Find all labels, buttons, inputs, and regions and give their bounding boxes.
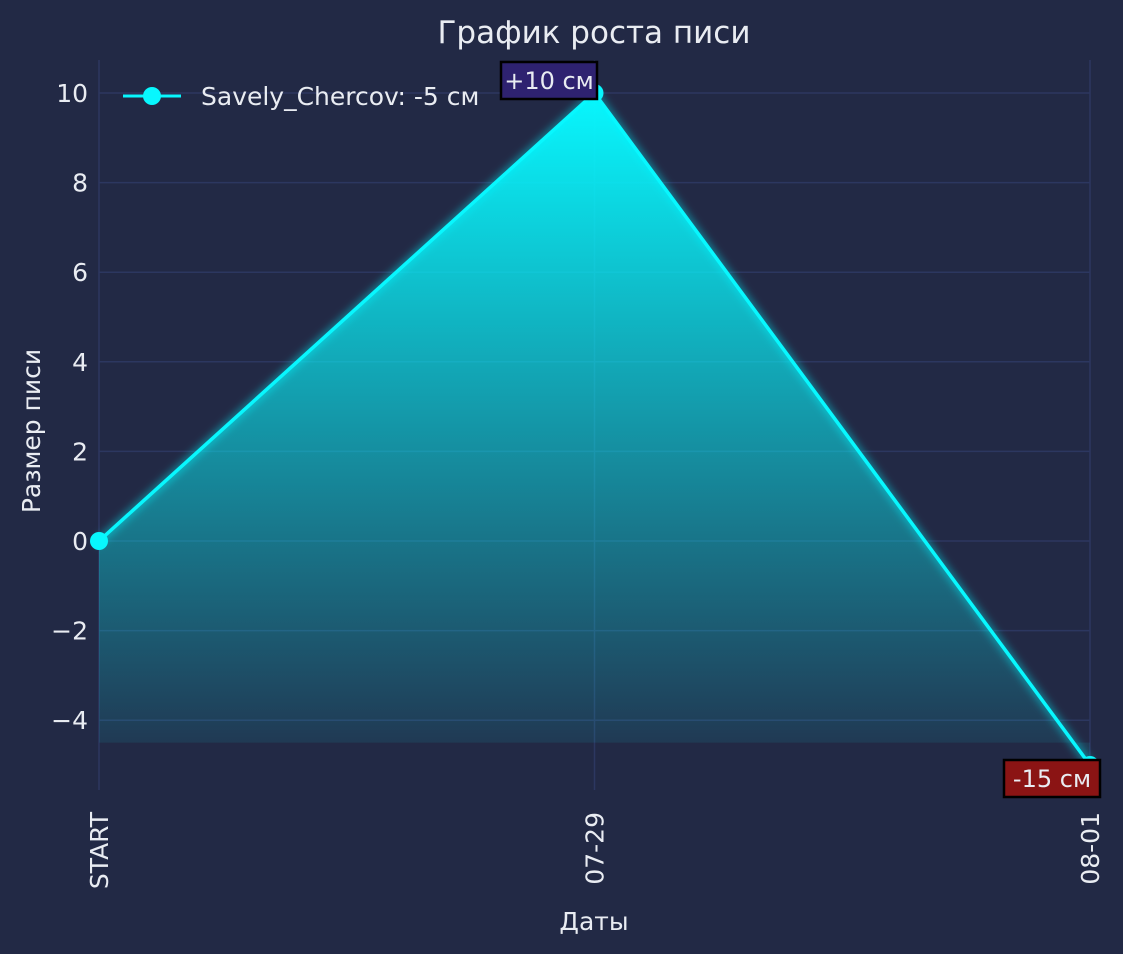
annotation-box: +10 см xyxy=(499,60,599,101)
y-tick-label: 6 xyxy=(72,258,88,287)
area-fill xyxy=(99,93,1090,765)
annotations-layer: +10 см -15 см xyxy=(499,60,1102,799)
y-tick-label: 0 xyxy=(72,527,88,556)
chart-title: График роста писи xyxy=(437,15,750,51)
y-tick-label: 2 xyxy=(72,437,88,466)
data-point xyxy=(90,532,108,550)
y-tick-label: −2 xyxy=(51,617,88,646)
y-tick-label: 10 xyxy=(56,79,88,108)
annotation-label: -15 см xyxy=(1013,765,1091,793)
area-fill-layer xyxy=(99,93,1090,765)
y-tick-label: 4 xyxy=(72,348,88,377)
annotation-box: -15 см xyxy=(1002,758,1102,799)
y-tick-label: −4 xyxy=(51,706,88,735)
axis-ticks-layer: 10 8 6 4 2 0 −2 −4 START 07-29 08-01 xyxy=(51,79,1105,889)
x-axis-label: Даты xyxy=(559,907,628,936)
x-tick-label: 08-01 xyxy=(1076,812,1105,885)
annotation-background xyxy=(1002,758,1102,799)
annotation-background xyxy=(499,60,599,101)
legend-label: Savely_Chercov: -5 см xyxy=(201,82,479,111)
x-tick-label: 07-29 xyxy=(581,812,610,885)
legend-marker-swatch xyxy=(143,87,161,105)
y-axis-label: Размер писи xyxy=(17,349,46,513)
annotation-label: +10 см xyxy=(504,67,594,95)
legend: Savely_Chercov: -5 см xyxy=(123,82,479,111)
x-tick-label: START xyxy=(85,811,114,889)
y-tick-label: 8 xyxy=(72,169,88,198)
